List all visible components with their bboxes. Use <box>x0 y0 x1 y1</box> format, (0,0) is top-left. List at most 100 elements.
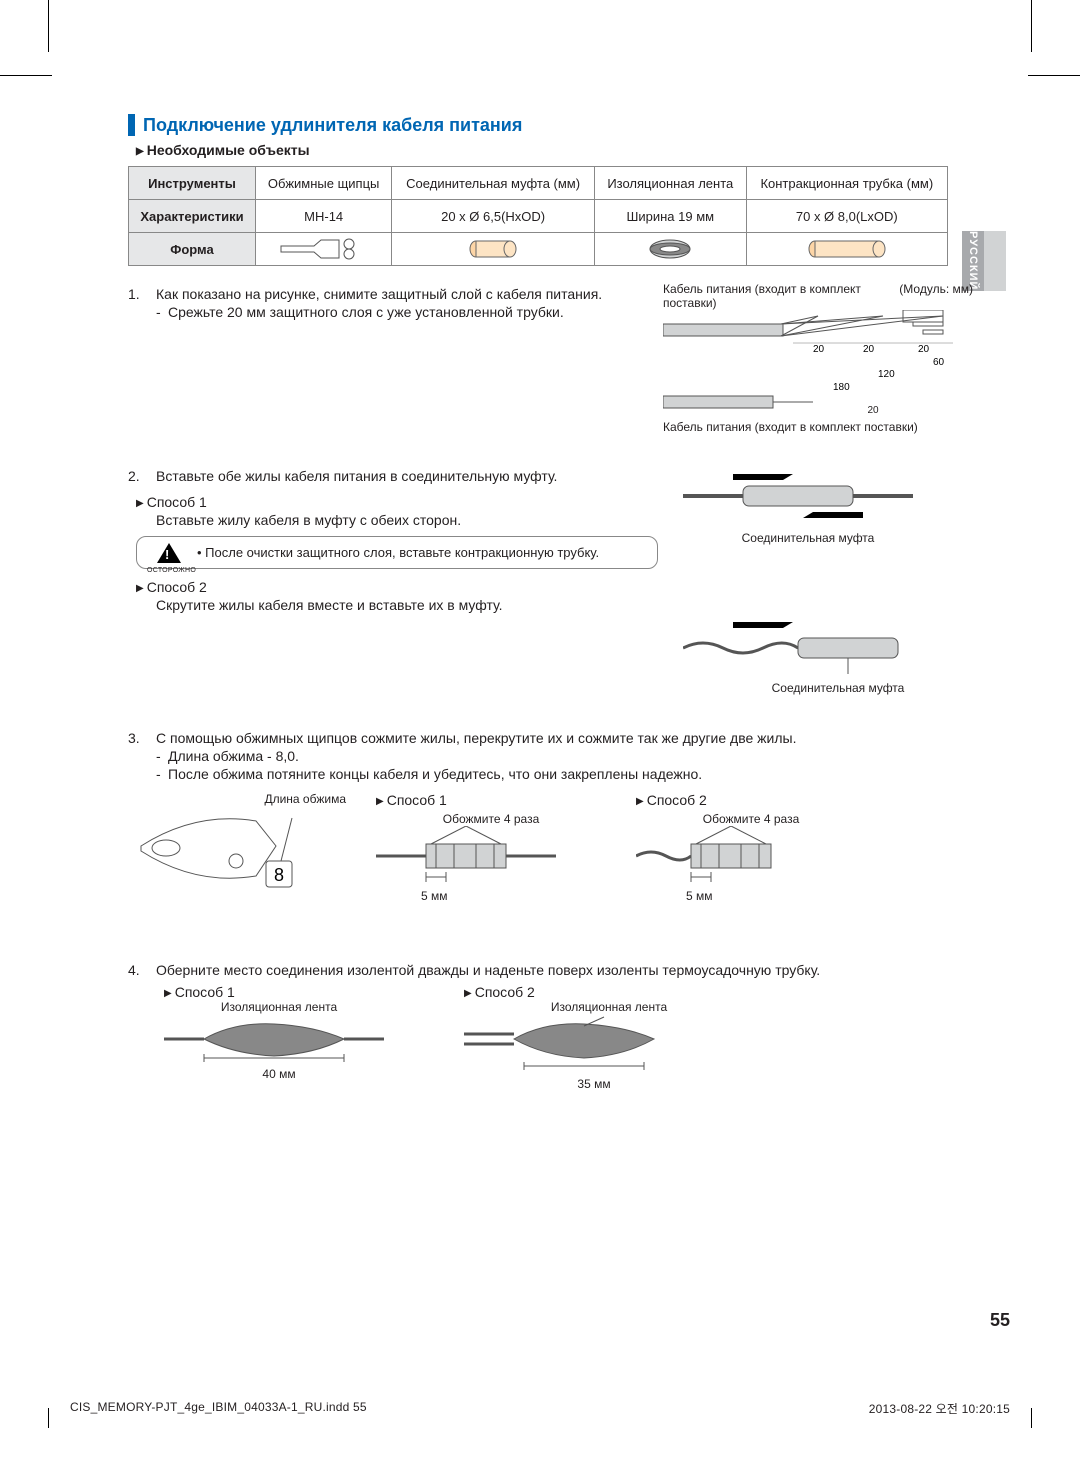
row-header-tools: Инструменты <box>129 167 256 200</box>
dim-20-bottom: 20 <box>867 405 878 416</box>
sleeve-caption-2: Соединительная муфта <box>683 681 933 695</box>
crimp-m1-diagram <box>376 826 556 886</box>
step-2: 2. Вставьте обе жилы кабеля питания в со… <box>128 468 956 708</box>
svg-text:120: 120 <box>878 369 895 380</box>
page-content: РУССКИЙ Подключение удлинителя кабеля пи… <box>128 114 956 1113</box>
crimp-tool-figure: Длина обжима 8 <box>136 792 346 903</box>
tools-table: Инструменты Обжимные щипцы Соединительна… <box>128 166 948 266</box>
svg-text:60: 60 <box>933 357 945 368</box>
step-3: 3. С помощью обжимных щипцов сожмите жил… <box>128 730 956 940</box>
step-4: 4. Оберните место соединения изолентой д… <box>128 962 956 1091</box>
spec-3: 70 x Ø 8,0(LxOD) <box>746 200 947 233</box>
triangle-icon: ▶ <box>636 796 644 807</box>
step3-sub1: Длина обжима - 8,0. <box>156 748 956 764</box>
svg-text:20: 20 <box>813 344 825 355</box>
col-conn-sleeve: Соединительная муфта (мм) <box>392 167 595 200</box>
step3-m1-label: ▶Способ 1 <box>376 792 606 808</box>
triangle-icon: ▶ <box>136 583 144 594</box>
wrap-m2-diagram <box>464 1014 684 1074</box>
tape-label-2: Изоляционная лента <box>464 1000 694 1014</box>
language-tab-shadow <box>984 231 1006 291</box>
footer-filepath: CIS_MEMORY-PJT_4ge_IBIM_04033A-1_RU.indd… <box>70 1400 367 1417</box>
caution-bullet: • <box>197 545 205 560</box>
svg-text:8: 8 <box>274 865 284 885</box>
step2-fig1: Соединительная муфта <box>683 468 933 545</box>
triangle-icon: ▶ <box>464 988 472 999</box>
tape-icon <box>647 238 693 260</box>
step-4-text: Оберните место соединения изолентой дваж… <box>156 962 956 978</box>
step-3-text: С помощью обжимных щипцов сожмите жилы, … <box>156 730 956 746</box>
crimp-m2-diagram <box>636 826 816 886</box>
steps-list: 1. Как показано на рисунке, снимите защи… <box>128 286 956 1091</box>
wrap-method1-figure: ▶Способ 1 Изоляционная лента 40 мм <box>164 984 394 1091</box>
col-insul-tape: Изоляционная лента <box>594 167 746 200</box>
wrap-m2-35mm: 35 мм <box>464 1077 694 1091</box>
caution-box: ОСТОРОЖНО • После очистки защитного слоя… <box>136 536 658 569</box>
row-header-specs: Характеристики <box>129 200 256 233</box>
crimp-tool-diagram: 8 <box>136 806 336 896</box>
tape-label-1: Изоляционная лента <box>164 1000 394 1014</box>
shape-tube <box>746 233 947 266</box>
warning-triangle-icon <box>157 543 181 563</box>
caution-text: После очистки защитного слоя, вставьте к… <box>205 545 599 560</box>
col-crimp-pliers: Обжимные щипцы <box>256 167 392 200</box>
step2-method2-text: Скрутите жилы кабеля вместе и вставьте и… <box>156 597 956 613</box>
wrap-m1-40mm: 40 мм <box>164 1067 394 1081</box>
spec-2: Ширина 19 мм <box>594 200 746 233</box>
step3-m2-label: ▶Способ 2 <box>636 792 866 808</box>
svg-text:20: 20 <box>863 344 875 355</box>
comp-label-2: Обожмите 4 раза <box>636 812 866 826</box>
fig1-unit: (Модуль: мм) <box>899 282 973 310</box>
wrap-method2-figure: ▶Способ 2 Изоляционная лента 35 мм <box>464 984 694 1091</box>
wrap-m1-diagram <box>164 1014 384 1064</box>
comp-label-1: Обожмите 4 раза <box>376 812 606 826</box>
crimp-length-label: Длина обжима <box>136 792 346 806</box>
caution-label: ОСТОРОЖНО <box>147 567 191 574</box>
cable-strip-diagram: 20 20 20 60 120 180 <box>663 310 973 410</box>
step3-sub2: После обжима потяните концы кабеля и убе… <box>156 766 956 782</box>
spec-1: 20 x Ø 6,5(HxOD) <box>392 200 595 233</box>
step-4-num: 4. <box>128 962 140 978</box>
tube-icon <box>807 238 887 260</box>
triangle-bullet-icon: ▶ <box>136 146 144 157</box>
crimp-method2-figure: ▶Способ 2 Обожмите 4 раза 5 мм <box>636 792 866 903</box>
required-objects-heading: ▶Необходимые объекты <box>136 142 956 158</box>
shape-tape <box>594 233 746 266</box>
sleeve-method1-diagram <box>683 468 913 528</box>
svg-text:20: 20 <box>918 344 930 355</box>
crimp-m2-5mm: 5 мм <box>636 889 866 903</box>
triangle-icon: ▶ <box>164 988 172 999</box>
triangle-icon: ▶ <box>376 796 384 807</box>
caution-icon: ОСТОРОЖНО <box>147 543 191 574</box>
spec-0: MH-14 <box>256 200 392 233</box>
svg-text:180: 180 <box>833 382 850 393</box>
wrap-figures-row: ▶Способ 1 Изоляционная лента 40 мм ▶Спос… <box>164 984 956 1091</box>
step-1: 1. Как показано на рисунке, снимите защи… <box>128 286 956 446</box>
page-number: 55 <box>990 1310 1010 1331</box>
pliers-icon <box>279 238 369 260</box>
section-title: Подключение удлинителя кабеля питания <box>128 114 956 136</box>
col-shrink-tube: Контракционная трубка (мм) <box>746 167 947 200</box>
step2-method2-label: ▶Способ 2 <box>136 579 956 595</box>
fig1-label-top: Кабель питания (входит в комплект постав… <box>663 282 863 310</box>
shape-pliers <box>256 233 392 266</box>
step-3-num: 3. <box>128 730 140 746</box>
step-2-num: 2. <box>128 468 140 484</box>
step4-m1-label: ▶Способ 1 <box>164 984 394 1000</box>
triangle-icon: ▶ <box>136 498 144 509</box>
fig1-label-bottom: Кабель питания (входит в комплект постав… <box>663 420 973 434</box>
crimp-figures-row: Длина обжима 8 ▶Способ 1 Обожмите 4 раза <box>136 792 956 903</box>
crimp-m1-5mm: 5 мм <box>376 889 606 903</box>
sleeve-method2-diagram <box>683 618 913 678</box>
step2-fig2: Соединительная муфта <box>683 618 933 695</box>
shape-sleeve <box>392 233 595 266</box>
sleeve-caption-1: Соединительная муфта <box>683 531 933 545</box>
required-objects-label: Необходимые объекты <box>147 142 310 158</box>
step4-m2-label: ▶Способ 2 <box>464 984 694 1000</box>
step-1-num: 1. <box>128 286 140 302</box>
row-header-shape: Форма <box>129 233 256 266</box>
page-footer: CIS_MEMORY-PJT_4ge_IBIM_04033A-1_RU.indd… <box>70 1400 1010 1417</box>
step-1-figure: Кабель питания (входит в комплект постав… <box>663 282 973 434</box>
footer-datetime: 2013-08-22 오전 10:20:15 <box>869 1400 1010 1417</box>
crimp-method1-figure: ▶Способ 1 Обожмите 4 раза 5 мм <box>376 792 606 903</box>
